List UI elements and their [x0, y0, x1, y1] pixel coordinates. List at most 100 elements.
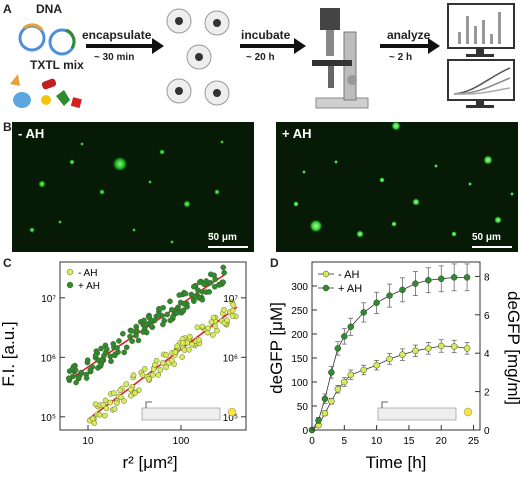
- chart-c-point-plus-ah: [199, 297, 206, 303]
- chart-d-point-minus-ah: [347, 371, 355, 379]
- chart-c-ytick-label-right: 10⁶: [223, 353, 238, 364]
- chart-c-point-plus-ah: [148, 323, 155, 329]
- chart-d-point-plus-ah: [386, 292, 393, 299]
- step-analyze-label: analyze: [387, 28, 431, 42]
- chart-d-point-minus-ah: [373, 361, 380, 369]
- chart-c-point-minus-ah: [100, 402, 107, 408]
- chart-c-point-minus-ah: [212, 323, 219, 329]
- chart-d-construct-inset: [377, 401, 473, 421]
- chart-c-xtick-label: 100: [173, 436, 190, 447]
- chart-c-point-minus-ah: [163, 352, 169, 358]
- chart-d-x-ticks: 0 5 10 15 20 25: [309, 425, 480, 447]
- chart-d-point-plus-ah: [341, 333, 348, 340]
- arrow-analyze: [380, 44, 430, 48]
- chart-c-point-plus-ah: [107, 353, 114, 360]
- panel-label-d: D: [270, 256, 279, 270]
- chart-c-point-minus-ah: [117, 387, 123, 394]
- chart-d-point-minus-ah: [399, 351, 406, 358]
- chart-d-xtick-label: 10: [371, 436, 383, 447]
- chart-d-point-minus-ah: [334, 385, 342, 393]
- arrowhead-encapsulate: [152, 38, 164, 54]
- chart-c-point-plus-ah: [195, 287, 201, 293]
- chart-d-point-minus-ah: [450, 343, 458, 350]
- chart-d-ytick-label: 50: [297, 402, 309, 413]
- chart-c-point-minus-ah: [199, 323, 206, 330]
- micrograph-minus-ah-label: - AH: [18, 126, 45, 141]
- chart-c-point-minus-ah: [210, 314, 217, 321]
- chart-d-ytick-label-right: 6: [484, 311, 490, 322]
- chart-c-point-plus-ah: [111, 352, 118, 359]
- chart-c-point-minus-ah: [230, 302, 236, 308]
- chart-c-point-minus-ah: [196, 337, 202, 343]
- micrograph-plus-ah: + AH 50 μm: [276, 122, 518, 252]
- chart-c-ylabel: F.I. [a.u.]: [0, 321, 18, 386]
- chart-d-point-plus-ah: [463, 274, 471, 281]
- chart-c: 10 100 10⁵ 10⁵ 10⁶ 10⁶ 10⁷ 10⁷ - AH + AH F.I. […: [0, 261, 247, 472]
- chart-d-point-plus-ah: [321, 395, 329, 403]
- scale-bar-left: [208, 246, 248, 248]
- chart-c-point-minus-ah: [214, 327, 220, 334]
- chart-c-point-minus-ah: [111, 406, 118, 412]
- chart-d-point-minus-ah: [328, 397, 335, 405]
- chart-c-xtick-label: 10: [82, 436, 94, 447]
- chart-c-legend-marker: [66, 268, 74, 276]
- chart-d-point-plus-ah: [373, 299, 380, 307]
- chart-d-point-minus-ah: [425, 345, 432, 352]
- panel-label-c: C: [3, 256, 12, 270]
- chart-d-point-plus-ah: [328, 369, 335, 376]
- arrow-encapsulate: [86, 44, 154, 48]
- chart-c-point-plus-ah: [123, 344, 130, 351]
- chart-c-point-minus-ah: [141, 366, 148, 372]
- step-encapsulate-time: ~ 30 min: [94, 52, 135, 63]
- chart-c-plot-area: [59, 261, 247, 431]
- chart-c-point-plus-ah: [129, 328, 135, 334]
- chart-c-point-plus-ah: [133, 327, 140, 334]
- chart-c-point-minus-ah: [155, 372, 162, 378]
- chart-c-point-plus-ah: [135, 337, 142, 344]
- chart-c-point-minus-ah: [224, 317, 230, 324]
- chart-d-xtick-label: 15: [403, 436, 415, 447]
- chart-c-point-minus-ah: [179, 354, 185, 360]
- chart-d-xtick-label: 5: [342, 436, 348, 447]
- droplets-icon: [166, 8, 230, 106]
- chart-d-ylabel-right: deGFP [mg/ml]: [504, 291, 520, 405]
- chart-c-point-plus-ah: [148, 317, 155, 324]
- chart-d: 0 5 10 15 20 25 0 50 100 150 200 250 300 0 2 4 6 8 - AH…: [267, 261, 520, 472]
- chart-c-point-minus-ah: [194, 324, 201, 331]
- step-incubate-time: ~ 20 h: [246, 52, 275, 63]
- chart-c-point-minus-ah: [127, 386, 134, 393]
- chart-d-point-minus-ah: [437, 342, 445, 350]
- chart-c-ytick-label: 10⁶: [41, 353, 56, 364]
- chart-c-point-plus-ah: [212, 276, 219, 283]
- chart-c-point-minus-ah: [130, 372, 137, 378]
- scale-bar-right-label: 50 μm: [472, 232, 501, 243]
- chart-d-ytick-label: 0: [302, 426, 308, 437]
- chart-c-point-minus-ah: [208, 319, 215, 325]
- chart-d-y-ticks: 0 50 100 150 200 250 300: [291, 282, 317, 437]
- chart-c-point-minus-ah: [107, 399, 114, 406]
- chart-c-legend-marker: [66, 281, 74, 289]
- chart-c-point-plus-ah: [182, 290, 189, 297]
- chart-c-ytick-label-right: 10⁵: [223, 413, 238, 424]
- chart-c-legend: - AH + AH: [66, 268, 100, 292]
- chart-c-xlabel: r² [μm²]: [122, 453, 177, 472]
- chart-d-point-minus-ah: [321, 409, 329, 417]
- chart-c-point-minus-ah: [229, 313, 236, 319]
- chart-c-point-plus-ah: [156, 305, 162, 312]
- chart-c-point-plus-ah: [120, 330, 126, 337]
- chart-c-point-plus-ah: [99, 357, 105, 363]
- chart-c-point-minus-ah: [113, 400, 120, 406]
- panel-label-a: A: [3, 2, 12, 16]
- chart-c-point-plus-ah: [220, 264, 227, 271]
- chart-c-point-plus-ah: [114, 345, 120, 351]
- chart-d-ytick-label-right: 4: [484, 349, 490, 360]
- chart-c-point-plus-ah: [104, 346, 110, 353]
- chart-c-point-plus-ah: [188, 291, 195, 298]
- chart-c-point-minus-ah: [110, 390, 117, 396]
- chart-d-point-minus-ah: [341, 378, 348, 386]
- chart-d-legend-label: + AH: [338, 283, 362, 295]
- chart-c-point-plus-ah: [176, 292, 183, 298]
- txtl-mix-label: TXTL mix: [30, 58, 84, 72]
- chart-c-point-plus-ah: [121, 349, 128, 356]
- chart-d-ylabel: deGFP [μM]: [267, 302, 286, 394]
